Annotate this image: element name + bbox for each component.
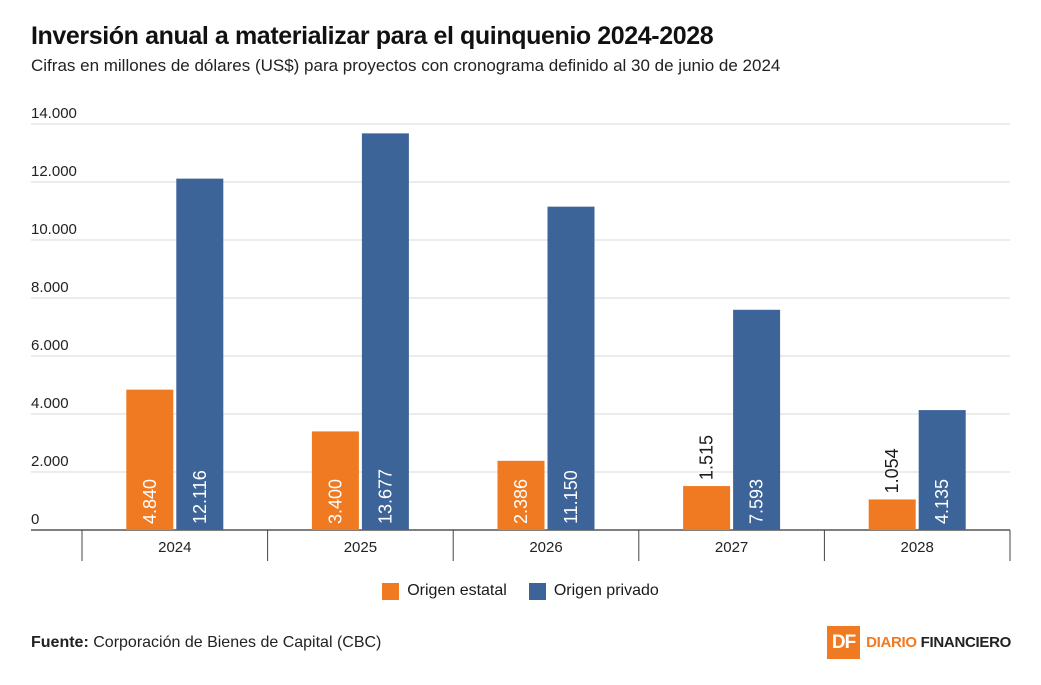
bar-privado [918, 410, 966, 530]
data-label-privado: 13.677 [375, 469, 395, 524]
logo-word-financiero: FINANCIERO [920, 634, 1012, 651]
source-label: Fuente: [31, 634, 89, 651]
bar-estatal [126, 389, 174, 530]
legend-swatch-privado [528, 582, 546, 600]
legend: Origen estatal Origen privado [0, 582, 1041, 600]
data-label-estatal: 4.840 [140, 479, 160, 524]
y-tick-label: 4.000 [31, 395, 69, 412]
bar-estatal [311, 431, 359, 530]
x-tick-label: 2027 [715, 539, 748, 556]
bar-estatal [497, 460, 545, 530]
chart-subtitle: Cifras en millones de dólares (US$) para… [31, 56, 781, 75]
data-label-estatal: 1.054 [882, 448, 902, 493]
data-label-privado: 4.135 [932, 479, 952, 524]
legend-label-estatal: Origen estatal [407, 582, 507, 599]
bar-estatal [683, 486, 731, 530]
data-label-privado: 11.150 [561, 470, 581, 524]
logo-word-diario: DIARIO [866, 634, 917, 651]
x-tick-label: 2028 [901, 539, 934, 556]
x-tick-label: 2024 [158, 539, 191, 556]
y-tick-label: 10.000 [31, 221, 77, 238]
bar-privado [547, 206, 595, 530]
diario-financiero-logo: DF DIARIO FINANCIERO [827, 626, 1011, 659]
chart-title: Inversión anual a materializar para el q… [31, 22, 714, 50]
y-tick-label: 14.000 [31, 105, 77, 122]
y-tick-label: 8.000 [31, 279, 69, 296]
legend-swatch-estatal [382, 582, 400, 600]
bar-chart: 0 2.000 4.000 6.000 8.000 10.000 12.000 14.000 2… [31, 105, 1011, 561]
x-tick-label: 2025 [344, 539, 377, 556]
legend-item-estatal: Origen estatal [382, 582, 507, 600]
y-tick-label: 2.000 [31, 453, 69, 470]
legend-item-privado: Origen privado [528, 582, 659, 600]
legend-label-privado: Origen privado [553, 582, 659, 599]
bar-estatal [868, 499, 916, 530]
data-label-privado: 12.116 [190, 470, 210, 524]
bar-privado [361, 133, 409, 530]
y-tick-label: 0 [31, 511, 39, 528]
y-tick-label: 12.000 [31, 163, 77, 180]
data-label-estatal: 2.386 [511, 479, 531, 524]
y-tick-label: 6.000 [31, 337, 69, 354]
bar-privado [733, 309, 781, 530]
bar-privado [176, 178, 224, 531]
source-note: Fuente: Corporación de Bienes de Capital… [31, 634, 381, 652]
logo-mark: DF [827, 626, 861, 659]
data-label-privado: 7.593 [747, 479, 767, 524]
data-label-estatal: 1.515 [697, 435, 717, 480]
source-text: Corporación de Bienes de Capital (CBC) [93, 634, 382, 651]
logo-wordmark: DIARIO FINANCIERO [866, 634, 1011, 651]
x-tick-label: 2026 [529, 539, 562, 556]
data-label-estatal: 3.400 [325, 479, 345, 524]
